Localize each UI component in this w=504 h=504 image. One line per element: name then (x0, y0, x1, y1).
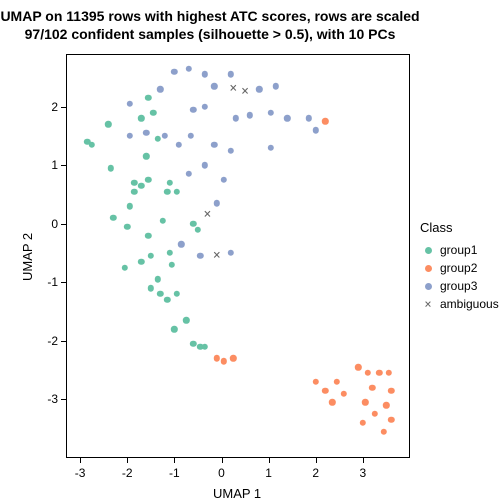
title-line1: UMAP on 11395 rows with highest ATC scor… (0, 8, 419, 24)
x-tick-label: 3 (360, 466, 367, 480)
x-tick-label: 1 (265, 466, 272, 480)
point-ambiguous: × (213, 250, 221, 262)
x-tick (316, 458, 317, 463)
legend: Class group1 group2 group3 × ambiguous (420, 220, 499, 313)
legend-marker-group2 (420, 261, 436, 275)
y-tick (61, 399, 66, 400)
y-axis-label: UMAP 2 (20, 233, 35, 281)
x-tick (80, 458, 81, 463)
x-tick-label: 2 (312, 466, 319, 480)
x-tick-label: -3 (75, 466, 86, 480)
point-ambiguous: × (241, 86, 249, 98)
legend-item-group2: group2 (420, 259, 499, 277)
legend-marker-ambiguous: × (420, 297, 436, 311)
chart-title: UMAP on 11395 rows with highest ATC scor… (0, 8, 420, 43)
title-line2: 97/102 confident samples (silhouette > 0… (25, 26, 396, 42)
legend-marker-group3 (420, 279, 436, 293)
legend-title: Class (420, 220, 499, 235)
x-tick (127, 458, 128, 463)
y-tick-label: 2 (38, 100, 58, 114)
legend-item-group3: group3 (420, 277, 499, 295)
legend-item-ambiguous: × ambiguous (420, 295, 499, 313)
point-ambiguous: × (229, 83, 237, 95)
x-tick (222, 458, 223, 463)
x-tick-label: -1 (169, 466, 180, 480)
x-tick (363, 458, 364, 463)
x-tick (269, 458, 270, 463)
legend-label: group3 (440, 279, 477, 293)
point-ambiguous: × (203, 209, 211, 221)
legend-label: group1 (440, 243, 477, 257)
plot-area (66, 54, 410, 458)
legend-marker-group1 (420, 243, 436, 257)
y-tick (61, 341, 66, 342)
legend-label: group2 (440, 261, 477, 275)
legend-item-group1: group1 (420, 241, 499, 259)
y-tick (61, 165, 66, 166)
y-tick (61, 107, 66, 108)
y-tick-label: -3 (38, 392, 58, 406)
legend-label: ambiguous (440, 297, 499, 311)
y-tick-label: 1 (38, 158, 58, 172)
y-tick (61, 282, 66, 283)
y-tick (61, 224, 66, 225)
x-tick-label: 0 (218, 466, 225, 480)
x-axis-label: UMAP 1 (213, 486, 261, 501)
y-tick-label: 0 (38, 217, 58, 231)
y-tick-label: -1 (38, 275, 58, 289)
x-tick-label: -2 (122, 466, 133, 480)
x-tick (174, 458, 175, 463)
y-tick-label: -2 (38, 334, 58, 348)
